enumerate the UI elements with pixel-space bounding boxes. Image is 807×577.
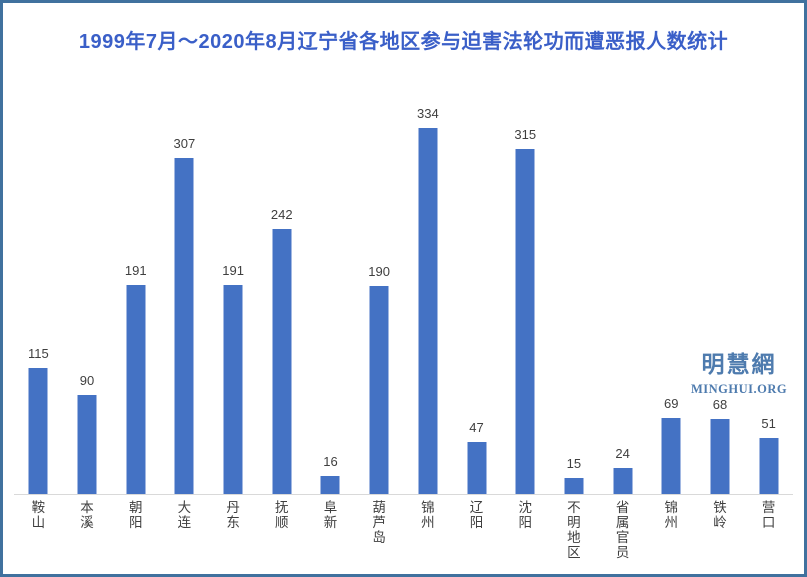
- bar: [77, 395, 97, 494]
- watermark-logo-text: 明慧網: [701, 352, 777, 377]
- bar-value-label: 315: [514, 127, 537, 142]
- category-label: 大连: [177, 500, 192, 530]
- bar-value-label: 69: [664, 396, 679, 411]
- category-label: 阜新: [323, 500, 338, 530]
- bar: [223, 285, 243, 494]
- category-label: 丹东: [226, 500, 240, 530]
- bar-column: 90: [63, 3, 112, 494]
- category-label: 抚顺: [275, 500, 289, 530]
- bar: [515, 149, 535, 494]
- bar-column: 334: [404, 3, 453, 494]
- bar-column: 15: [550, 3, 599, 494]
- bar-column: 68: [696, 3, 745, 494]
- bar: [661, 418, 681, 494]
- bar-value-label: 334: [416, 106, 439, 121]
- bar: [126, 285, 146, 494]
- bar-value-label: 16: [323, 454, 338, 469]
- bar-column: 115: [14, 3, 63, 494]
- bar: [272, 229, 292, 494]
- bar-value-label: 51: [761, 416, 776, 431]
- bar: [369, 286, 389, 494]
- chart-title: 1999年7月～2020年8月辽宁省各地区参与迫害法轮功而遭恶报人数统计: [78, 31, 729, 53]
- bar: [320, 476, 340, 494]
- category-label: 锦州: [421, 500, 435, 530]
- bar-value-label: 68: [712, 397, 728, 412]
- bar-column: 69: [647, 3, 696, 494]
- category-label: 省属官员: [615, 500, 630, 560]
- bar-column: 16: [306, 3, 355, 494]
- category-label: 鞍山: [31, 500, 46, 530]
- bar-value-label: 115: [27, 346, 49, 361]
- bar-column: 307: [160, 3, 209, 494]
- watermark: 明慧網 MINGHUI.ORG: [679, 345, 799, 397]
- bar: [759, 438, 779, 494]
- bar-value-label: 90: [79, 373, 95, 388]
- category-label: 葫芦岛: [372, 500, 386, 545]
- x-axis-line: [14, 494, 793, 495]
- bar: [174, 158, 194, 494]
- bar-value-label: 190: [368, 264, 390, 279]
- bar-value-label: 191: [222, 263, 244, 278]
- category-label: 铁岭: [713, 500, 727, 530]
- category-axis: 鞍山 本溪 朝阳 大连 丹东 抚顺 阜新 葫芦岛 锦州 辽阳 沈阳 不明地区 省属官员 锦州 铁岭 营口: [14, 500, 793, 560]
- bar: [710, 419, 730, 494]
- bar-value-label: 24: [615, 446, 630, 461]
- category-label: 营口: [761, 500, 776, 530]
- category-label: 不明地区: [567, 500, 581, 560]
- category-label: 辽阳: [469, 500, 484, 530]
- bar-value-label: 242: [270, 207, 293, 222]
- bar-column: 242: [257, 3, 306, 494]
- bar-column: 315: [501, 3, 550, 494]
- bar-column: 190: [355, 3, 404, 494]
- bar: [613, 468, 633, 494]
- bar-value-label: 307: [173, 136, 196, 151]
- bar-value-label: 47: [469, 420, 484, 435]
- bar: [28, 368, 48, 494]
- category-label: 沈阳: [518, 500, 532, 530]
- plot-area: 115 90 191 307 191 242 16 190 334 47 315 15 24 69 68 51: [14, 3, 793, 494]
- bar-column: 191: [111, 3, 160, 494]
- category-label: 锦州: [664, 500, 679, 530]
- bar: [418, 128, 438, 494]
- category-label: 本溪: [80, 500, 94, 530]
- watermark-url-text: MINGHUI.ORG: [690, 382, 788, 396]
- bar-value-label: 191: [124, 263, 147, 278]
- bar-column: 24: [598, 3, 647, 494]
- bar: [564, 478, 584, 494]
- bar-column: 47: [452, 3, 501, 494]
- bar-column: 51: [744, 3, 793, 494]
- bar: [467, 442, 487, 494]
- category-label: 朝阳: [128, 500, 143, 530]
- bar-column: 191: [209, 3, 258, 494]
- bar-value-label: 15: [566, 456, 582, 471]
